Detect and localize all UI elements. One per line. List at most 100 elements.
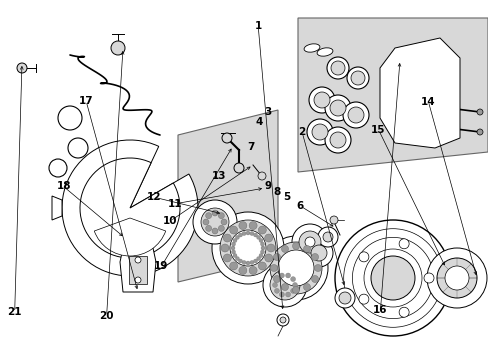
Circle shape xyxy=(253,259,257,263)
Circle shape xyxy=(305,239,332,267)
Circle shape xyxy=(342,102,368,128)
Circle shape xyxy=(476,129,482,135)
Circle shape xyxy=(238,259,242,263)
Ellipse shape xyxy=(304,44,319,52)
Text: 10: 10 xyxy=(163,216,177,226)
Circle shape xyxy=(280,317,285,323)
Text: 4: 4 xyxy=(255,117,263,127)
Polygon shape xyxy=(129,256,147,284)
Circle shape xyxy=(370,256,414,300)
Circle shape xyxy=(326,57,348,79)
Circle shape xyxy=(329,132,346,148)
Text: 20: 20 xyxy=(99,311,114,321)
Circle shape xyxy=(398,239,408,249)
Circle shape xyxy=(323,232,332,242)
Polygon shape xyxy=(52,196,62,220)
Text: 6: 6 xyxy=(296,201,303,211)
Circle shape xyxy=(350,71,364,85)
Circle shape xyxy=(260,250,264,254)
Circle shape xyxy=(291,224,327,260)
Circle shape xyxy=(201,208,228,236)
Circle shape xyxy=(264,236,327,300)
Circle shape xyxy=(423,273,433,283)
Circle shape xyxy=(338,292,350,304)
Circle shape xyxy=(292,283,297,288)
Circle shape xyxy=(239,266,246,274)
Circle shape xyxy=(221,219,226,225)
Circle shape xyxy=(259,238,263,243)
Circle shape xyxy=(264,234,272,242)
Circle shape xyxy=(203,219,208,225)
Circle shape xyxy=(310,245,326,261)
Circle shape xyxy=(329,216,337,224)
Text: 7: 7 xyxy=(246,142,254,152)
Text: 13: 13 xyxy=(211,171,226,181)
Circle shape xyxy=(269,242,321,294)
Circle shape xyxy=(290,276,295,282)
Circle shape xyxy=(303,284,310,291)
Ellipse shape xyxy=(316,48,332,56)
Polygon shape xyxy=(297,18,487,172)
Circle shape xyxy=(306,119,332,145)
Circle shape xyxy=(347,107,363,123)
Text: 14: 14 xyxy=(420,96,435,107)
Polygon shape xyxy=(178,110,278,282)
Circle shape xyxy=(261,246,264,250)
Circle shape xyxy=(229,230,265,266)
Circle shape xyxy=(249,231,253,235)
Circle shape xyxy=(266,244,274,252)
Circle shape xyxy=(258,262,266,270)
Text: 16: 16 xyxy=(372,305,387,315)
Circle shape xyxy=(223,254,231,262)
Wedge shape xyxy=(94,218,165,256)
Circle shape xyxy=(205,213,211,219)
Circle shape xyxy=(274,288,279,293)
Circle shape xyxy=(245,261,249,265)
Circle shape xyxy=(248,266,257,274)
Circle shape xyxy=(242,231,245,235)
Text: 5: 5 xyxy=(283,192,289,202)
Circle shape xyxy=(269,270,299,300)
Circle shape xyxy=(253,233,257,237)
Wedge shape xyxy=(80,158,180,258)
Circle shape xyxy=(263,263,306,307)
Circle shape xyxy=(229,226,237,234)
Circle shape xyxy=(256,257,260,261)
Text: 15: 15 xyxy=(370,125,385,135)
Polygon shape xyxy=(379,38,459,148)
Circle shape xyxy=(245,231,249,235)
Text: 21: 21 xyxy=(7,307,22,318)
Circle shape xyxy=(346,67,368,89)
Circle shape xyxy=(135,277,141,283)
Circle shape xyxy=(292,287,299,293)
Circle shape xyxy=(258,172,265,180)
Circle shape xyxy=(238,233,242,237)
Text: 11: 11 xyxy=(167,199,182,209)
Circle shape xyxy=(212,210,218,216)
Circle shape xyxy=(292,243,299,249)
Circle shape xyxy=(135,257,141,263)
Text: 9: 9 xyxy=(264,181,271,192)
Text: 3: 3 xyxy=(264,107,271,117)
Circle shape xyxy=(218,225,224,231)
Text: 1: 1 xyxy=(254,21,261,31)
Circle shape xyxy=(311,275,318,283)
Circle shape xyxy=(242,261,245,265)
Circle shape xyxy=(111,41,125,55)
Circle shape xyxy=(223,234,231,242)
Circle shape xyxy=(278,250,313,286)
Polygon shape xyxy=(120,248,156,292)
Circle shape xyxy=(398,307,408,317)
Circle shape xyxy=(273,253,280,261)
Circle shape xyxy=(270,265,277,271)
Circle shape xyxy=(308,87,334,113)
Circle shape xyxy=(231,242,235,246)
Circle shape xyxy=(281,284,288,291)
Circle shape xyxy=(221,244,228,252)
Circle shape xyxy=(298,231,320,253)
Circle shape xyxy=(281,246,288,252)
Text: 8: 8 xyxy=(273,186,280,197)
Circle shape xyxy=(330,61,345,75)
Circle shape xyxy=(264,254,272,262)
Circle shape xyxy=(426,248,486,308)
